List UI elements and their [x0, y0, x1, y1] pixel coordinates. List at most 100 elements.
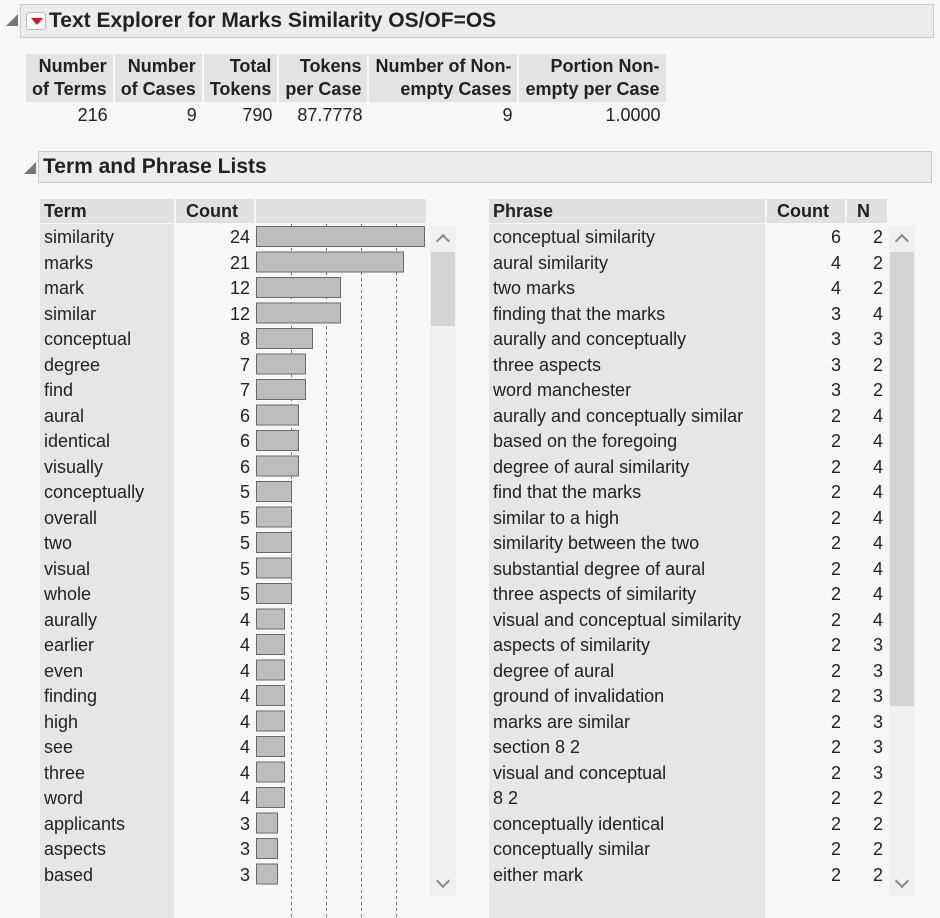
n-column-header[interactable]: N [847, 199, 887, 223]
bar-even [256, 659, 285, 681]
phrase-count-cell: 3 [830, 303, 841, 324]
phrase-cell[interactable]: aurally and conceptually similar [493, 405, 744, 426]
phrase-count-cell: 2 [830, 635, 841, 655]
phrase-cell[interactable]: based on the foregoing [493, 431, 678, 451]
phrase-cell[interactable]: ground of invalidation [493, 686, 665, 706]
phrase-count-cell: 2 [830, 456, 841, 477]
term-cell[interactable]: based [44, 864, 94, 885]
phrase-cell[interactable]: find that the marks [493, 482, 642, 502]
text-explorer-header[interactable]: Text Explorer for Marks Similarity OS/OF… [20, 4, 934, 38]
term-cell[interactable]: conceptually [44, 482, 145, 502]
bar-high [256, 710, 285, 732]
term-cell[interactable]: even [44, 660, 84, 681]
term-column-header[interactable]: Term [40, 199, 174, 223]
phrase-count-cell: 4 [830, 252, 841, 273]
term-cell[interactable]: high [44, 711, 79, 732]
term-cell[interactable]: visually [44, 456, 104, 477]
phrase-cell[interactable]: section 8 2 [493, 737, 581, 757]
term-cell[interactable]: finding [44, 686, 98, 706]
phrase-cell[interactable]: degree of aural similarity [493, 456, 690, 477]
term-cell[interactable]: identical [44, 431, 111, 451]
count-column-header[interactable]: Count [176, 199, 254, 223]
phrase-cell[interactable]: conceptual similarity [493, 227, 656, 247]
phrase-cell[interactable]: word manchester [493, 380, 632, 400]
phrase-cell[interactable]: three aspects [493, 354, 602, 375]
bar-see [256, 736, 285, 757]
term-cell[interactable]: word [44, 788, 84, 808]
phrase-cell[interactable]: substantial degree of aural [493, 558, 706, 579]
bar-visually [256, 455, 299, 477]
phrase-cell[interactable]: visual and conceptual [493, 762, 667, 783]
term-cell[interactable]: degree [44, 354, 101, 375]
term-cell[interactable]: find [44, 380, 74, 400]
bar-overall [256, 506, 292, 528]
term-phrase-lists-header[interactable]: Term and Phrase Lists [38, 151, 932, 183]
term-scrollbar-thumb[interactable] [431, 252, 455, 326]
phrase-cell[interactable]: marks are similar [493, 711, 631, 732]
term-cell[interactable]: similarity [44, 227, 114, 247]
term-count-cell: 7 [239, 354, 250, 375]
red-triangle-menu-icon[interactable] [26, 12, 46, 30]
term-cell[interactable]: whole [44, 584, 92, 604]
phrase-column-header[interactable]: Phrase [489, 199, 765, 223]
term-cell[interactable]: see [44, 737, 74, 757]
phrase-n-cell: 3 [872, 329, 883, 349]
term-count-cell: 4 [239, 635, 250, 655]
phrase-cell[interactable]: 8 2 [493, 788, 519, 808]
disclosure-triangle-icon[interactable] [6, 14, 18, 26]
term-cell[interactable]: two [44, 533, 73, 553]
phrase-cell[interactable]: two marks [493, 278, 576, 298]
phrase-cell[interactable]: either mark [493, 864, 584, 885]
term-cell[interactable]: overall [44, 507, 98, 528]
bar-aural [256, 404, 299, 426]
phrase-cell[interactable]: aural similarity [493, 252, 609, 273]
term-count-bar-chart [256, 224, 425, 918]
phrase-cell[interactable]: aurally and conceptually [493, 329, 687, 349]
term-cell[interactable]: similar [44, 303, 96, 324]
term-cell[interactable]: conceptual [44, 329, 132, 349]
term-count-cell: 3 [239, 839, 250, 859]
phrase-count-cell: 2 [830, 405, 841, 426]
term-cell[interactable]: earlier [44, 635, 95, 655]
phrase-cell[interactable]: three aspects of similarity [493, 584, 697, 604]
term-cell[interactable]: aural [44, 405, 85, 426]
disclosure-triangle-icon[interactable] [24, 162, 36, 174]
term-count-cell: 12 [229, 278, 250, 298]
phrase-count-column-header[interactable]: Count [767, 199, 845, 223]
phrase-n-cell: 3 [872, 635, 883, 655]
bar-find [256, 379, 306, 400]
phrase-count-cell: 2 [830, 584, 841, 604]
value-portion-nonempty: 1.0000 [605, 105, 661, 125]
term-cell[interactable]: aspects [44, 839, 107, 859]
phrase-cell[interactable]: finding that the marks [493, 303, 666, 324]
phrase-cell[interactable]: visual and conceptual similarity [493, 609, 742, 630]
term-cell[interactable]: mark [44, 278, 84, 298]
phrase-cell[interactable]: similar to a high [493, 507, 620, 528]
term-cell[interactable]: aurally [44, 609, 98, 630]
bar-similarity [256, 226, 425, 247]
phrase-n-cell: 2 [872, 788, 883, 808]
phrase-cell[interactable]: conceptually similar [493, 839, 651, 859]
term-phrase-lists-title: Term and Phrase Lists [43, 155, 267, 178]
phrase-cell[interactable]: conceptually identical [493, 813, 665, 834]
bar-aspects [256, 838, 278, 859]
phrase-n-cell: 4 [872, 558, 883, 579]
phrase-cell[interactable]: similarity between the two [493, 533, 700, 553]
term-cell[interactable]: visual [44, 558, 91, 579]
phrase-count-cell: 2 [830, 609, 841, 630]
term-cell[interactable]: applicants [44, 813, 126, 834]
bar-earlier [256, 634, 285, 655]
bar-mark [256, 277, 341, 298]
bar-two [256, 532, 292, 553]
phrase-cell[interactable]: aspects of similarity [493, 635, 651, 655]
term-cell[interactable]: three [44, 762, 86, 783]
phrase-n-cell: 2 [872, 252, 883, 273]
term-cell[interactable]: marks [44, 252, 93, 273]
phrase-scrollbar-thumb[interactable] [890, 252, 914, 706]
term-count-cell: 6 [239, 431, 250, 451]
phrase-cell[interactable]: degree of aural [493, 660, 615, 681]
term-scrollbar[interactable] [430, 226, 456, 896]
phrase-n-cell: 3 [872, 711, 883, 732]
phrase-count-cell: 2 [830, 762, 841, 783]
phrase-count-cell: 3 [830, 380, 841, 400]
